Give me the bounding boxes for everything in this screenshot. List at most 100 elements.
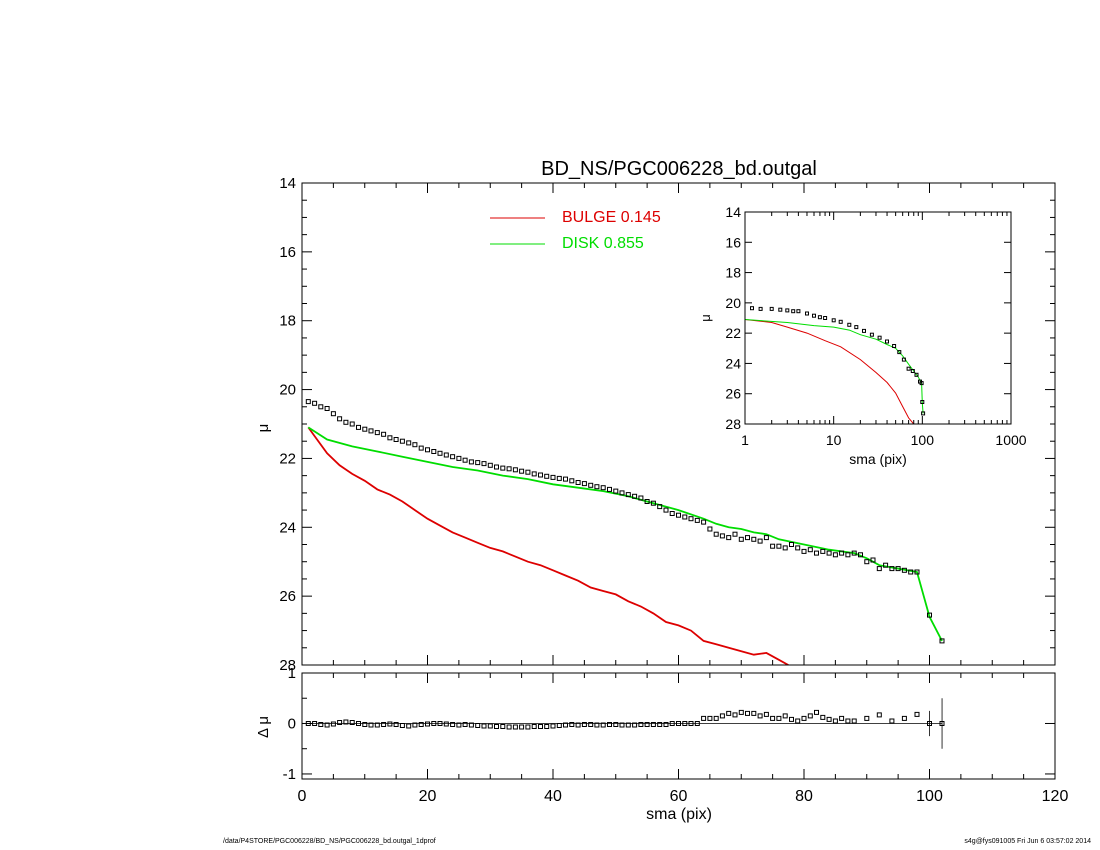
main-data-point [406, 440, 412, 446]
main-y-tick-label: 22 [279, 450, 296, 467]
main-bulge-line [307, 426, 789, 665]
residual-data-point [318, 722, 324, 727]
inset-y-tick-label: 26 [725, 386, 741, 402]
residual-data-point [757, 713, 763, 719]
main-data-point [487, 462, 493, 468]
main-y-tick-label: 26 [279, 588, 296, 605]
main-data-point [795, 545, 801, 551]
main-data-point [600, 485, 606, 491]
main-data-point [682, 514, 688, 520]
main-data-point [858, 552, 863, 558]
inset-panel: μ sma (pix) 14 16 18 20 22 24 26 281 10 100 1000 [698, 204, 1027, 467]
x-tick-label: 120 [1042, 788, 1069, 805]
main-data-point [864, 559, 870, 565]
inset-data-point [920, 400, 925, 404]
main-data-point [644, 499, 650, 504]
main-data-point [807, 547, 813, 553]
inset-y-tick-label: 14 [725, 204, 741, 220]
inset-y-tick-label: 24 [725, 355, 741, 371]
main-data-point [525, 469, 531, 475]
inset-x-tick-label: 1 [741, 432, 749, 448]
main-data-point [713, 531, 719, 537]
residual-data-point [845, 718, 851, 724]
residual-data-point [512, 724, 518, 730]
inset-data-point [910, 369, 915, 373]
main-data-point [732, 531, 738, 537]
main-data-point [839, 550, 845, 556]
residual-data-point [337, 720, 343, 725]
residual-data-point [500, 724, 506, 729]
residual-data-point [487, 723, 493, 729]
residual-data-point [481, 723, 487, 729]
main-data-point [676, 512, 681, 518]
main-data-point [707, 526, 713, 532]
residual-data-point [694, 721, 700, 726]
residual-data-point [657, 722, 663, 727]
residual-data-point [826, 716, 832, 722]
inset-data-point [921, 411, 926, 416]
residual-y-tick-label: -1 [283, 766, 296, 783]
inset-plot-frame [744, 211, 1012, 425]
residual-data-point [719, 713, 725, 719]
inset-bulge-line [745, 319, 915, 424]
main-data-point [588, 482, 594, 488]
residual-data-point [613, 722, 619, 727]
residual-data-point [324, 722, 330, 728]
main-data-point [657, 504, 663, 510]
residual-data-point [851, 718, 857, 724]
main-data-point [425, 447, 430, 453]
main-data-point [387, 435, 393, 441]
main-data-point [318, 404, 324, 410]
main-data-point [801, 548, 807, 554]
residual-data-point [864, 715, 870, 721]
inset-disk-line [745, 319, 924, 414]
main-data-point [374, 430, 380, 436]
inset-data-point [831, 318, 836, 323]
inset-y-axis-label: μ [698, 314, 713, 322]
inset-data-point [847, 322, 852, 327]
inset-x-axis-label: sma (pix) [849, 451, 907, 467]
residual-data-point [776, 715, 782, 721]
main-data-point [506, 466, 512, 472]
residual-data-point [569, 722, 575, 727]
inset-data-point [785, 308, 790, 313]
residual-plot-area [305, 698, 945, 749]
residual-data-point [820, 714, 826, 720]
main-data-point [538, 472, 543, 478]
main-data-point [632, 493, 638, 499]
inset-data-point [817, 315, 822, 320]
main-data-point [776, 543, 782, 549]
main-data-point [814, 550, 819, 556]
inset-data-point [805, 311, 809, 316]
residual-data-point [644, 722, 650, 727]
legend-disk-label: DISK 0.855 [562, 235, 644, 252]
residual-y-tick-label: 1 [288, 665, 296, 682]
main-data-point [738, 536, 744, 542]
main-data-point [418, 445, 424, 451]
inset-data-point [823, 316, 828, 320]
residual-data-point [770, 715, 776, 721]
inset-data-point [750, 306, 754, 311]
main-data-point [343, 419, 349, 425]
main-data-point [412, 442, 418, 448]
main-data-point [594, 484, 600, 490]
inset-data-point [869, 332, 874, 337]
main-data-point [349, 421, 355, 427]
residual-data-point [600, 722, 606, 728]
inset-data-point [877, 335, 882, 340]
residual-data-point [650, 722, 656, 727]
main-title: BD_NS/PGC006228_bd.outgal [541, 158, 817, 180]
residual-data-point [782, 713, 788, 719]
main-data-point [330, 411, 336, 417]
residual-data-point [901, 715, 907, 721]
main-data-point [719, 533, 725, 539]
main-data-point [581, 481, 587, 487]
inset-x-tick-label: 100 [911, 432, 935, 448]
inset-y-tick-label: 20 [725, 295, 741, 311]
main-data-point [870, 557, 876, 563]
residual-data-point [594, 722, 600, 728]
residual-data-point [607, 722, 612, 727]
main-data-point [789, 542, 794, 547]
main-data-point [481, 461, 487, 467]
